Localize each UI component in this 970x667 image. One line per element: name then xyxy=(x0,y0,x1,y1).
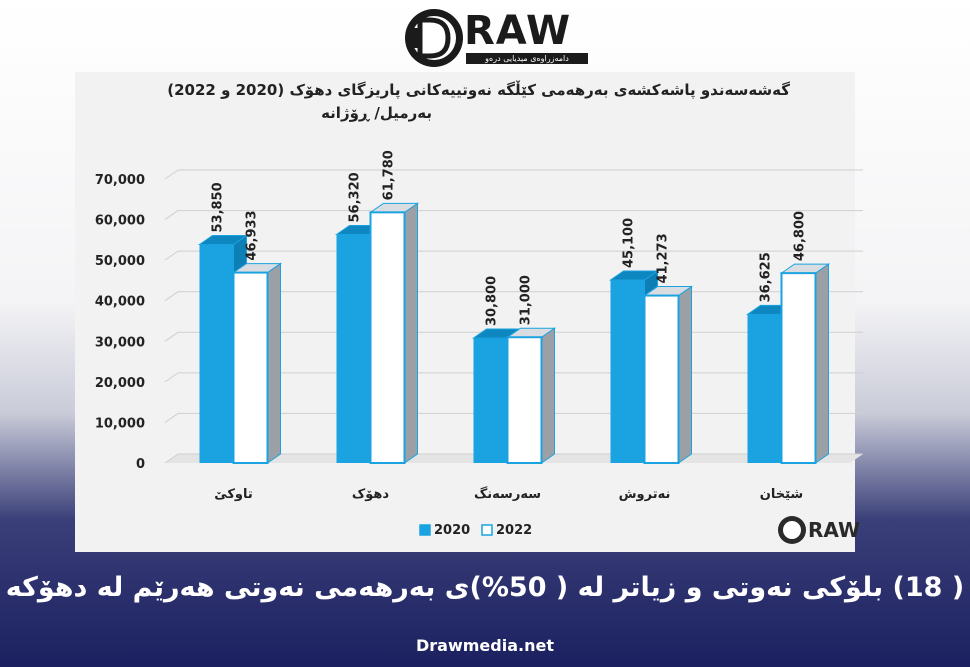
gridline-diag xyxy=(164,169,179,180)
chart-title: گەشەسەندو پاشەكشەی بەرهەمی كێڵگە نەوتییە… xyxy=(167,81,790,99)
gridline-diag xyxy=(164,453,179,464)
bar-side-2022 xyxy=(678,285,692,464)
bar-side-2022 xyxy=(404,202,418,464)
gridline-diag xyxy=(164,210,179,220)
data-label: 31,000 xyxy=(519,275,534,325)
draw-logo-mark xyxy=(405,9,463,67)
site-url: Drawmedia.net xyxy=(416,636,554,655)
bar-side-2022 xyxy=(541,327,555,464)
bar-2020 xyxy=(610,280,645,463)
bar-2020 xyxy=(473,338,508,463)
bar-side-2022 xyxy=(815,263,829,464)
legend-label-2020: 2020 xyxy=(434,523,470,538)
gridline-diag xyxy=(164,331,179,342)
x-category-label: تاوكێ xyxy=(214,487,253,502)
y-tick-label: 60,000 xyxy=(95,214,145,229)
logo-tagline: دامەزراوەی میدیایی درەو xyxy=(466,53,588,64)
x-category-label: شێخان xyxy=(760,487,803,502)
bar-2022 xyxy=(643,294,680,464)
legend-swatch-2020 xyxy=(419,524,431,536)
data-label: 46,933 xyxy=(245,210,260,260)
bar-2020 xyxy=(747,314,782,463)
gridline-diag xyxy=(164,250,179,261)
y-tick-label: 10,000 xyxy=(95,416,145,431)
y-tick-label: 40,000 xyxy=(95,295,145,310)
bar-2020 xyxy=(336,234,371,463)
bar-2022 xyxy=(232,271,269,464)
y-tick-label: 70,000 xyxy=(95,173,145,188)
draw-logo: RAW دامەزراوەی میدیایی درەو xyxy=(402,6,602,74)
x-category-label: نەتروش xyxy=(619,487,671,502)
bar-2020 xyxy=(199,244,234,463)
bar-side-2022 xyxy=(267,262,281,464)
chart-subtitle: بەرمیل/ ڕۆژانە xyxy=(321,104,432,122)
draw-watermark-logo: RAW xyxy=(778,516,860,544)
bar-2022 xyxy=(780,272,817,464)
bar-2022 xyxy=(369,211,406,464)
y-tick-label: 30,000 xyxy=(95,335,145,350)
gridline-diag xyxy=(164,413,179,423)
x-category-label: دهۆک xyxy=(352,487,389,502)
data-label: 30,800 xyxy=(485,276,500,326)
data-label: 41,273 xyxy=(656,233,671,283)
data-label: 46,800 xyxy=(793,211,808,261)
y-tick-label: 0 xyxy=(136,457,145,472)
gridline-diag xyxy=(164,372,179,383)
headline: ( 18) بلۆكی نەوتی و زیاتر لە ( 50%)ی بەر… xyxy=(5,572,965,603)
gridline-diag xyxy=(164,291,179,302)
legend-swatch-2022 xyxy=(481,524,493,536)
logo-wordmark: RAW xyxy=(464,8,572,54)
y-tick-label: 20,000 xyxy=(95,376,145,391)
data-label: 36,625 xyxy=(759,252,774,302)
bar-2022 xyxy=(506,336,543,465)
bar-chart: 0 10,000 20,000 30,000 40,000 50,000 60,000 70,… xyxy=(95,150,863,544)
watermark-inner xyxy=(783,521,801,539)
watermark-text: RAW xyxy=(808,518,860,542)
data-label: 56,320 xyxy=(348,172,363,222)
data-label: 53,850 xyxy=(211,182,226,232)
legend-label-2022: 2022 xyxy=(496,523,532,538)
data-label: 45,100 xyxy=(622,218,637,268)
data-label: 61,780 xyxy=(382,150,397,200)
x-category-label: سەرسەنگ xyxy=(474,486,541,502)
y-tick-label: 50,000 xyxy=(95,254,145,269)
